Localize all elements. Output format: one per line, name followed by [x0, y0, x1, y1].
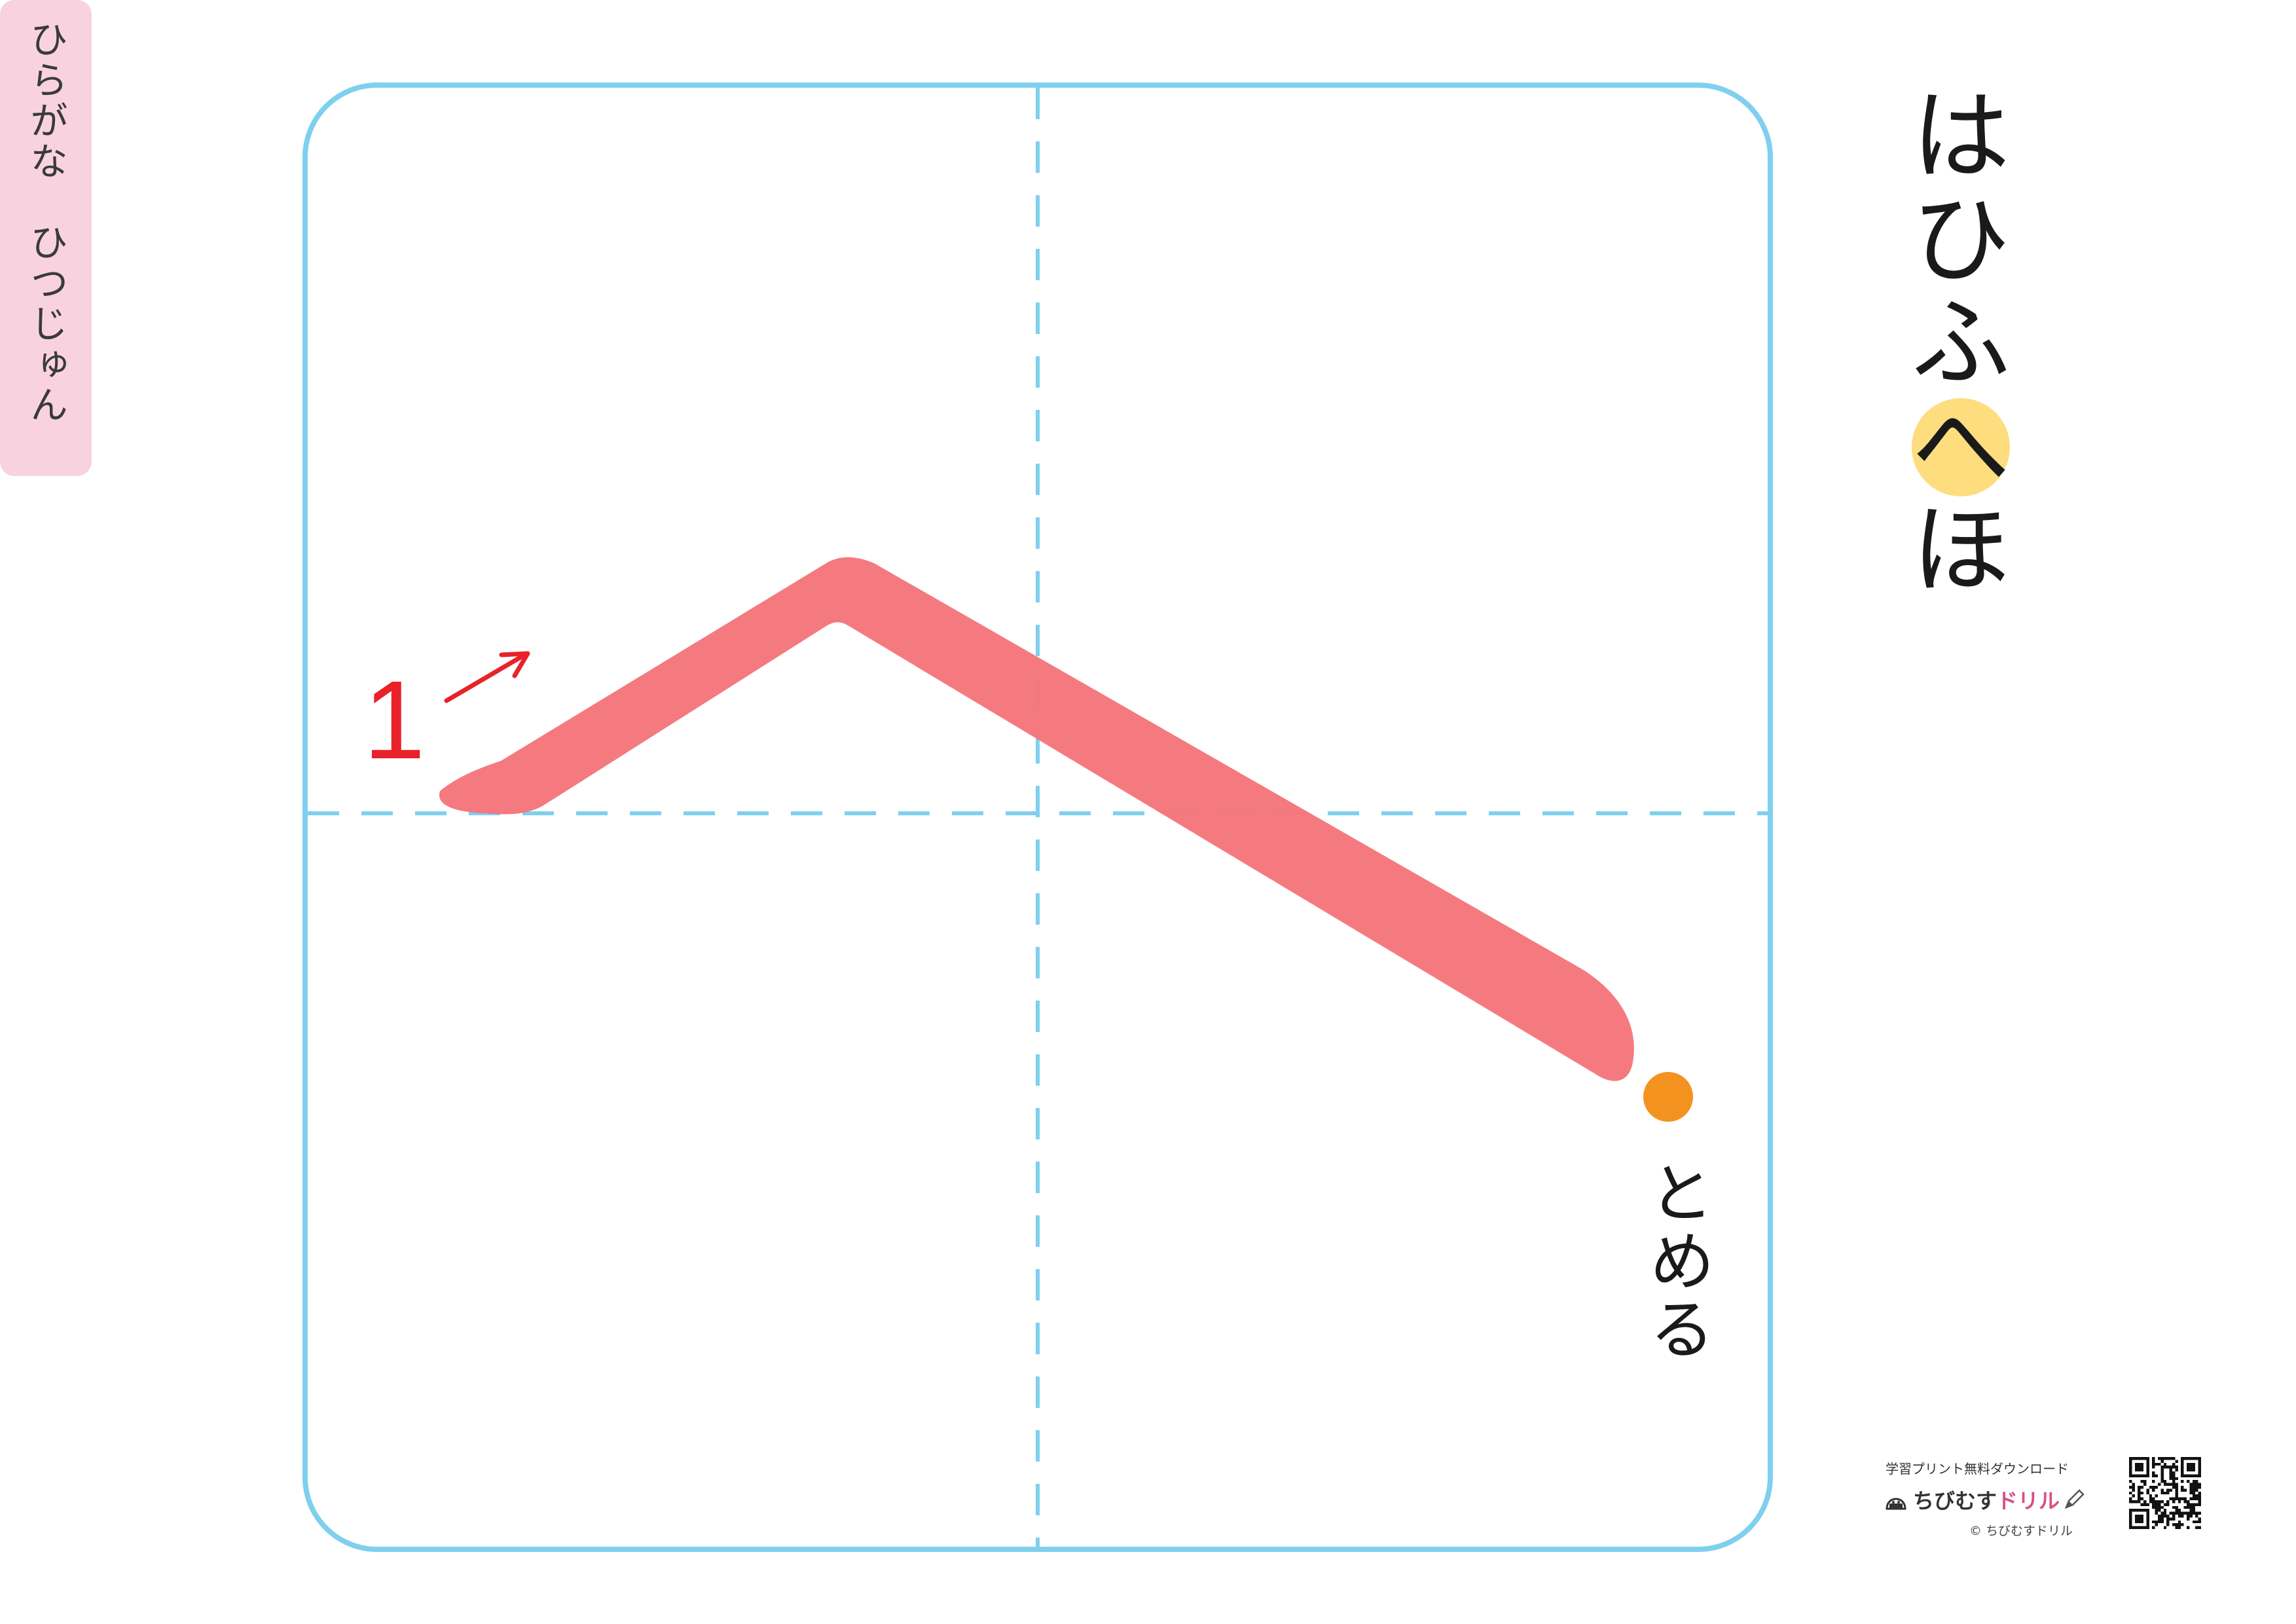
kana-item: ひ: [1899, 189, 2023, 292]
grid-border: [302, 83, 1773, 1552]
qr-code-icon[interactable]: [2129, 1457, 2201, 1529]
kana-char: は: [1911, 80, 2010, 194]
brand-name-part2: ドリル: [1997, 1488, 2060, 1513]
current-kana-highlight: [1912, 398, 2010, 496]
kana-item: ふ: [1899, 292, 2023, 396]
kana-char: ひ: [1911, 183, 2010, 297]
stroke-direction-arrow-icon: [444, 651, 530, 703]
brand-name-part1: ちびむす: [1913, 1488, 1997, 1513]
series-title-box: ひらがな ひつじゅん: [0, 0, 92, 476]
kana-char: ふ: [1911, 287, 2010, 401]
footer-brand[interactable]: ちびむす ドリル: [1883, 1485, 2086, 1515]
stroke-he: [439, 557, 1634, 1081]
kana-row: はひふへほ: [1899, 85, 2023, 602]
stroke-number: 1: [363, 658, 426, 783]
pencil-icon: [2064, 1489, 2085, 1509]
stop-label: とめる: [1638, 1159, 1715, 1363]
footer-tagline: 学習プリント無料ダウンロード: [1886, 1461, 2069, 1477]
stop-dot: [1643, 1072, 1693, 1122]
kana-char: へ: [1911, 390, 2010, 504]
series-title: ひらがな ひつじゅん: [24, 20, 68, 426]
kana-current: へ: [1899, 396, 2023, 499]
footer-copyright: © ちびむすドリル: [1969, 1524, 2073, 1538]
footer: 学習プリント無料ダウンロード ちびむす ドリル © ちびむすドリル: [1872, 1457, 2201, 1549]
mascot-icon: [1886, 1498, 1906, 1510]
kana-item: ほ: [1899, 499, 2023, 602]
kana-item: は: [1899, 85, 2023, 189]
kana-char: ほ: [1911, 494, 2010, 608]
